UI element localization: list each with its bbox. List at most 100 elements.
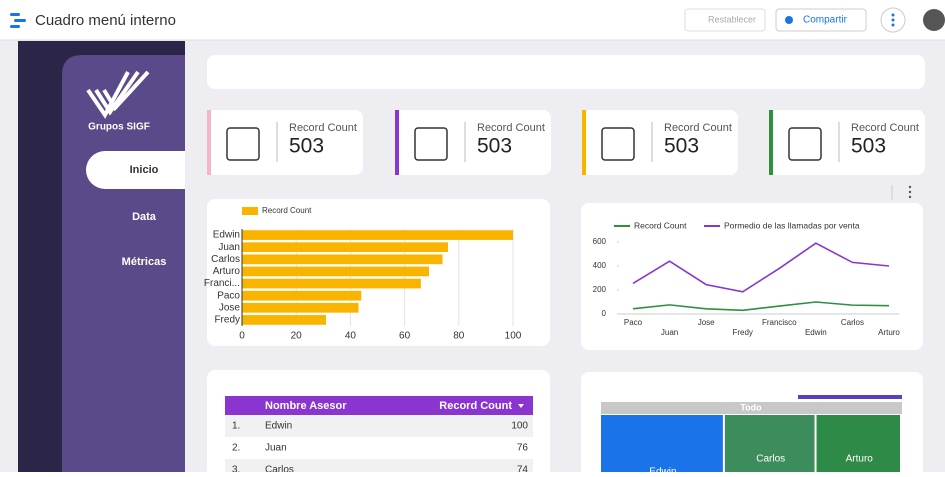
nav-item[interactable]: Inicio (130, 164, 159, 176)
nav-item[interactable]: Data (132, 211, 157, 223)
x-tick-label: Juan (661, 328, 678, 337)
bar (242, 266, 429, 277)
card (207, 110, 363, 175)
share-button[interactable] (775, 8, 867, 32)
x-tick-label: Francisco (762, 318, 797, 327)
cell: 74 (517, 465, 529, 472)
chart-menu-dot (908, 185, 912, 189)
card (207, 55, 925, 89)
y-tick-label: Franci... (204, 278, 240, 289)
treemap-label: Carlos (756, 454, 785, 465)
color-legend (798, 395, 902, 399)
bar (242, 230, 513, 240)
row-index: 3. (232, 465, 240, 472)
treemap-root (601, 402, 902, 414)
bar (242, 278, 421, 289)
x-tick-label: 80 (453, 331, 465, 342)
row-index: 2. (232, 443, 240, 454)
line-series (632, 242, 890, 293)
y-tick-label: 0 (602, 309, 607, 318)
x-tick-label: Fredy (732, 328, 752, 337)
reset-button[interactable] (684, 8, 766, 32)
x-tick-label: Jose (698, 318, 715, 327)
kpi-icon (788, 127, 822, 161)
report-title: Cuadro menú interno (35, 12, 176, 29)
y-tick-label: Arturo (213, 266, 241, 277)
table-row (225, 415, 533, 437)
legend-label: Pormedio de las llamadas por venta (724, 220, 860, 230)
treemap-label: Arturo (846, 454, 874, 465)
x-tick-label: 100 (505, 331, 522, 342)
card (581, 203, 923, 350)
y-tick-label: Carlos (211, 254, 240, 265)
logo (10, 13, 26, 28)
avatar[interactable] (923, 9, 945, 31)
column-header[interactable]: Record Count (439, 400, 512, 412)
table-row (225, 437, 533, 459)
cell: Edwin (265, 421, 292, 432)
treemap-root-label: Todo (740, 402, 762, 412)
bar (242, 302, 359, 313)
x-tick-label: Edwin (805, 328, 827, 337)
kpi-accent (395, 110, 399, 175)
kpi-value: 503 (664, 135, 699, 158)
kebab (891, 13, 895, 27)
x-tick-label: Carlos (841, 318, 864, 327)
treemap-cell (601, 415, 723, 475)
card (769, 110, 925, 175)
y-tick-label: Fredy (214, 315, 240, 326)
bar (242, 315, 327, 325)
kpi-icon (414, 127, 448, 161)
x-tick-label: 20 (291, 331, 303, 342)
kpi-value: 503 (477, 135, 512, 158)
card (582, 110, 738, 175)
column-header[interactable]: Nombre Asesor (265, 400, 347, 412)
kpi-icon (601, 127, 635, 161)
kpi-label: Record Count (477, 122, 545, 134)
kpi-value: 503 (851, 135, 886, 158)
y-tick-label: Juan (218, 242, 240, 253)
chart-menu-dot (908, 195, 912, 199)
cell: Carlos (265, 465, 294, 472)
cell: 76 (517, 443, 529, 454)
kpi-accent (582, 110, 586, 175)
share-label: Compartir (803, 15, 848, 26)
y-tick-label: Paco (217, 290, 240, 301)
sort-icon (518, 404, 524, 408)
table-header (225, 396, 533, 415)
x-tick-label: Paco (624, 318, 643, 327)
reset-label: Restablecer (708, 14, 756, 24)
kpi-label: Record Count (664, 122, 732, 134)
kpi-label: Record Count (851, 122, 919, 134)
x-tick-label: 60 (399, 331, 411, 342)
x-tick-label: Arturo (878, 328, 900, 337)
bar (242, 290, 362, 301)
legend-label: Record Count (262, 206, 312, 215)
kpi-accent (769, 110, 773, 175)
y-tick-label: 400 (593, 261, 607, 270)
y-tick-label: Edwin (213, 230, 240, 241)
row-index: 1. (232, 421, 240, 432)
legend-swatch (242, 207, 258, 215)
y-tick-label: 200 (593, 285, 607, 294)
nav-item[interactable]: Métricas (122, 256, 167, 268)
bar (242, 254, 443, 265)
kpi-label: Record Count (289, 122, 357, 134)
kpi-accent (207, 110, 211, 175)
y-tick-label: Jose (219, 302, 241, 313)
share-icon (785, 16, 793, 24)
chart-menu-dot (908, 190, 912, 194)
line-series (632, 301, 890, 312)
cell: Juan (265, 443, 287, 454)
cell: 100 (511, 421, 528, 432)
x-tick-label: 0 (239, 331, 245, 342)
card (395, 110, 551, 175)
y-tick-label: 600 (593, 237, 607, 246)
treemap-cell (724, 415, 815, 475)
nav-active (86, 151, 185, 189)
kpi-icon (226, 127, 260, 161)
bar (242, 242, 448, 253)
treemap-label: Edwin (649, 467, 676, 472)
